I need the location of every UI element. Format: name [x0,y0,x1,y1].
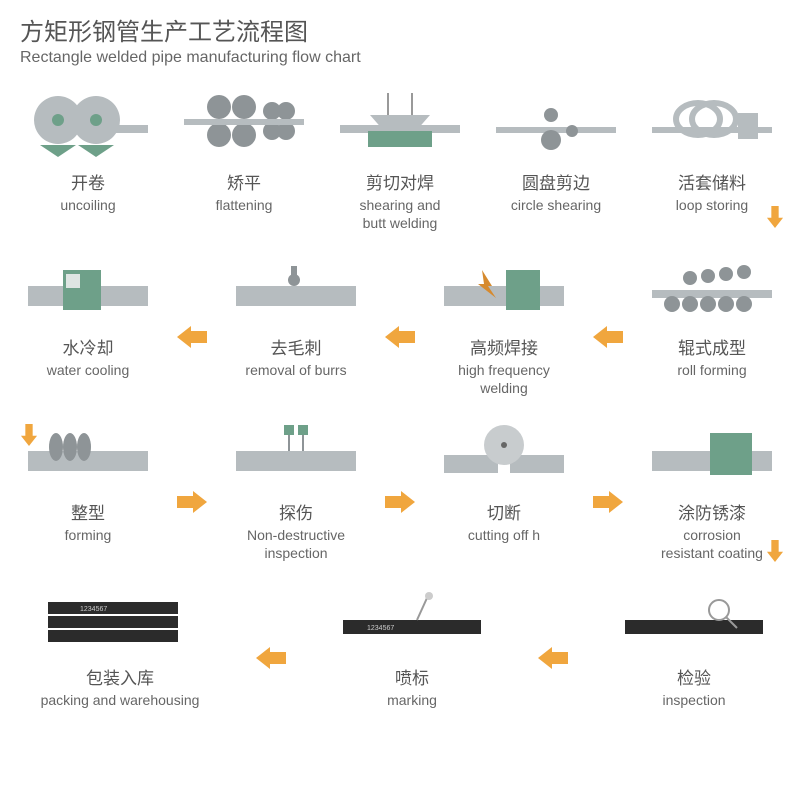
arrow-right-icon [591,488,625,516]
step-packing: 1234567 包装入库 packing and warehousing [30,580,210,710]
step-forming: 整型 forming [20,415,156,545]
water-cool-icon [28,250,148,330]
step-label-cn: 检验 [677,668,711,690]
step-marking: 1234567 喷标 marking [332,580,492,710]
step-flattening: 矫平 flattening [176,85,312,215]
arrow-down-icon [758,537,792,565]
step-ndi: 探伤 Non-destructive inspection [228,415,364,562]
step-water-cool: 水冷却 water cooling [20,250,156,380]
step-label-en: circle shearing [511,197,601,215]
step-label-en: roll forming [677,362,746,380]
flattening-icon [184,85,304,165]
cutting-icon [444,415,564,495]
arrow-left-icon [536,644,570,672]
step-label-cn: 活套储料 [678,173,746,195]
svg-text:1234567: 1234567 [80,606,107,613]
arrow-right-icon [383,488,417,516]
step-label-cn: 探伤 [279,503,313,525]
title-cn: 方矩形钢管生产工艺流程图 [20,12,780,47]
step-label-cn: 圆盘剪边 [522,173,590,195]
step-cutting: 切断 cutting off h [436,415,572,545]
roll-forming-icon [652,250,772,330]
packing-icon: 1234567 [40,580,200,660]
step-label-en: shearing and butt welding [360,197,441,232]
step-label-en: marking [387,692,437,710]
step-inspection: 检验 inspection [614,580,774,710]
step-label-cn: 辊式成型 [678,338,746,360]
hf-welding-icon [444,250,564,330]
arrow-left-icon [383,323,417,351]
step-shearing-weld: 剪切对焊 shearing and butt welding [332,85,468,232]
flowchart: 开卷 uncoiling 矫平 flattening [20,85,780,728]
step-deburr: 去毛刺 removal of burrs [228,250,364,380]
coating-icon [652,415,772,495]
step-label-cn: 整型 [71,503,105,525]
step-circle-shearing: 圆盘剪边 circle shearing [488,85,624,215]
inspection-icon [619,580,769,660]
flow-row-3: 整型 forming 探伤 Non-destructive inspection [20,415,780,562]
step-label-en: uncoiling [60,197,115,215]
step-uncoiling: 开卷 uncoiling [20,85,156,215]
arrow-left-icon [591,323,625,351]
flow-row-4: 1234567 包装入库 packing and warehousing 123… [20,580,780,710]
deburr-icon [236,250,356,330]
loop-storing-icon [652,85,772,165]
marking-icon: 1234567 [337,580,487,660]
step-label-en: Non-destructive inspection [228,527,364,562]
step-label-cn: 包装入库 [86,668,154,690]
step-label-en: loop storing [676,197,748,215]
step-label-cn: 水冷却 [63,338,114,360]
step-label-en: forming [65,527,112,545]
step-label-en: flattening [216,197,273,215]
uncoiling-icon [28,85,148,165]
flow-row-1: 开卷 uncoiling 矫平 flattening [20,85,780,232]
step-loop-storing: 活套储料 loop storing [644,85,780,215]
arrow-right-icon [175,488,209,516]
svg-text:1234567: 1234567 [367,625,394,632]
flow-row-2: 水冷却 water cooling 去毛刺 removal of burrs [20,250,780,397]
step-label-en: removal of burrs [245,362,346,380]
circle-shearing-icon [496,85,616,165]
arrow-left-icon [175,323,209,351]
step-label-cn: 喷标 [395,668,429,690]
step-label-en: cutting off h [468,527,540,545]
shearing-weld-icon [340,85,460,165]
step-label-cn: 开卷 [71,173,105,195]
step-label-en: high frequency welding [436,362,572,397]
title-block: 方矩形钢管生产工艺流程图 Rectangle welded pipe manuf… [20,12,780,67]
step-hf-welding: 高频焊接 high frequency welding [436,250,572,397]
arrow-down-icon [758,203,792,231]
step-label-cn: 去毛刺 [271,338,322,360]
title-en: Rectangle welded pipe manufacturing flow… [20,49,780,67]
ndi-icon [236,415,356,495]
arrow-left-icon [254,644,288,672]
step-roll-forming: 辊式成型 roll forming [644,250,780,380]
forming-icon [28,415,148,495]
step-label-en: packing and warehousing [41,692,200,710]
step-label-en: corrosion resistant coating [661,527,763,562]
step-label-cn: 矫平 [227,173,261,195]
step-label-cn: 高频焊接 [470,338,538,360]
step-label-cn: 涂防锈漆 [678,503,746,525]
step-label-cn: 切断 [487,503,521,525]
step-label-en: inspection [662,692,725,710]
step-label-cn: 剪切对焊 [366,173,434,195]
step-label-en: water cooling [47,362,130,380]
